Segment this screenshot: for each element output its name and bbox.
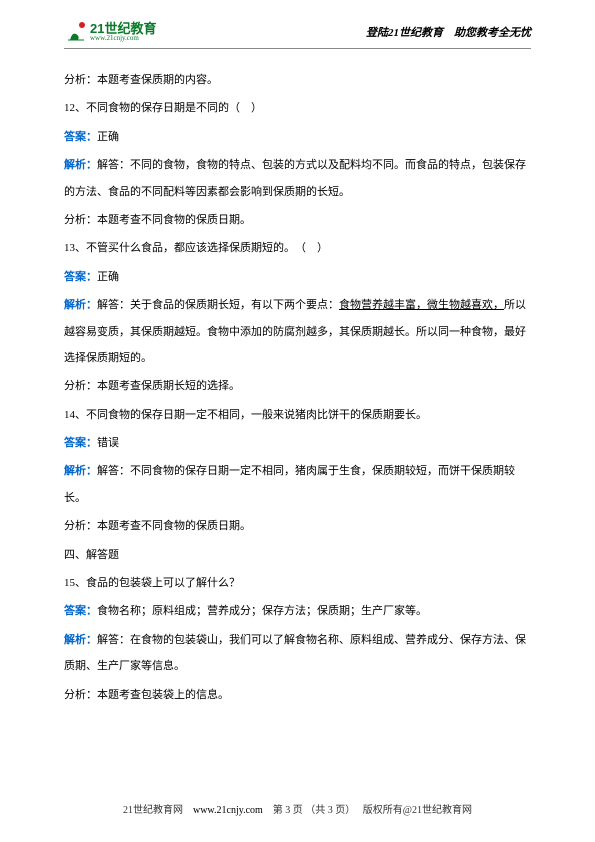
question-13: 13、不管买什么食品，都应该选择保质期短的。 （ ） [64,235,531,261]
answer-text: 错误 [97,437,119,449]
page-header: 21世纪教育 www.21cnjy.com 登陆21世纪教育 助您教考全无忧 [64,20,531,49]
analysis-label: 解析： [64,159,97,171]
note-13: 分析：本题考查保质期长短的选择。 [64,373,531,399]
footer-page: 第 3 页 （共 3 页） [273,805,356,816]
analysis-13: 解析：解答：关于食品的保质期长短，有以下两个要点：食物营养越丰富，微生物越喜欢，… [64,292,531,371]
analysis-text-a: 解答：关于食品的保质期长短，有以下两个要点： [97,299,339,311]
answer-text: 食物名称；原料组成；营养成分；保存方法；保质期；生产厂家等。 [97,605,427,617]
answer-label: 答案： [64,437,97,449]
answer-13: 答案：正确 [64,264,531,290]
question-15: 15、食品的包装袋上可以了解什么？ [64,570,531,596]
note-14: 分析：本题考查不同食物的保质日期。 [64,513,531,539]
analysis-label: 解析： [64,465,97,477]
logo-icon [64,20,88,44]
analysis-label: 解析： [64,299,97,311]
logo: 21世纪教育 www.21cnjy.com [64,20,156,44]
note-12: 分析：本题考查不同食物的保质日期。 [64,207,531,233]
footer-url: www.21cnjy.com [193,805,263,816]
header-slogan: 登陆21世纪教育 助您教考全无忧 [366,24,531,40]
analysis-underline: 食物营养越丰富，微生物越喜欢， [339,299,504,311]
slogan-left: 登陆21世纪教育 [366,27,443,39]
analysis-text: 解答：不同的食物，食物的特点、包装的方式以及配料均不同。而食品的特点，包装保存的… [64,159,526,197]
footer-brand: 21世纪教育网 [123,805,183,816]
analysis-intro: 分析：本题考查保质期的内容。 [64,67,531,93]
answer-14: 答案：错误 [64,430,531,456]
answer-label: 答案： [64,131,97,143]
analysis-text: 解答：不同食物的保存日期一定不相同，猪肉属于生食，保质期较短，而饼干保质期较长。 [64,465,515,503]
analysis-12: 解析：解答：不同的食物，食物的特点、包装的方式以及配料均不同。而食品的特点，包装… [64,152,531,205]
question-12: 12、不同食物的保存日期是不同的（ ） [64,95,531,121]
slogan-right: 助您教考全无忧 [454,27,531,39]
logo-sub: www.21cnjy.com [90,35,156,42]
section-4: 四、解答题 [64,542,531,568]
footer-copyright: 版权所有@21世纪教育网 [363,805,472,816]
page: 21世纪教育 www.21cnjy.com 登陆21世纪教育 助您教考全无忧 分… [0,0,595,842]
note-15: 分析：本题考查包装袋上的信息。 [64,682,531,708]
analysis-label: 解析： [64,634,97,646]
logo-text: 21世纪教育 www.21cnjy.com [90,22,156,42]
analysis-15: 解析：解答：在食物的包装袋山，我们可以了解食物名称、原料组成、营养成分、保存方法… [64,627,531,680]
question-14: 14、不同食物的保存日期一定不相同，一般来说猪肉比饼干的保质期要长。 [64,402,531,428]
answer-15: 答案：食物名称；原料组成；营养成分；保存方法；保质期；生产厂家等。 [64,598,531,624]
answer-label: 答案： [64,605,97,617]
analysis-14: 解析：解答：不同食物的保存日期一定不相同，猪肉属于生食，保质期较短，而饼干保质期… [64,458,531,511]
answer-12: 答案：正确 [64,124,531,150]
analysis-text: 解答：在食物的包装袋山，我们可以了解食物名称、原料组成、营养成分、保存方法、保质… [64,634,526,672]
answer-text: 正确 [97,271,119,283]
answer-text: 正确 [97,131,119,143]
content-body: 分析：本题考查保质期的内容。 12、不同食物的保存日期是不同的（ ） 答案：正确… [64,67,531,708]
page-footer: 21世纪教育网 www.21cnjy.com 第 3 页 （共 3 页） 版权所… [0,801,595,816]
answer-label: 答案： [64,271,97,283]
